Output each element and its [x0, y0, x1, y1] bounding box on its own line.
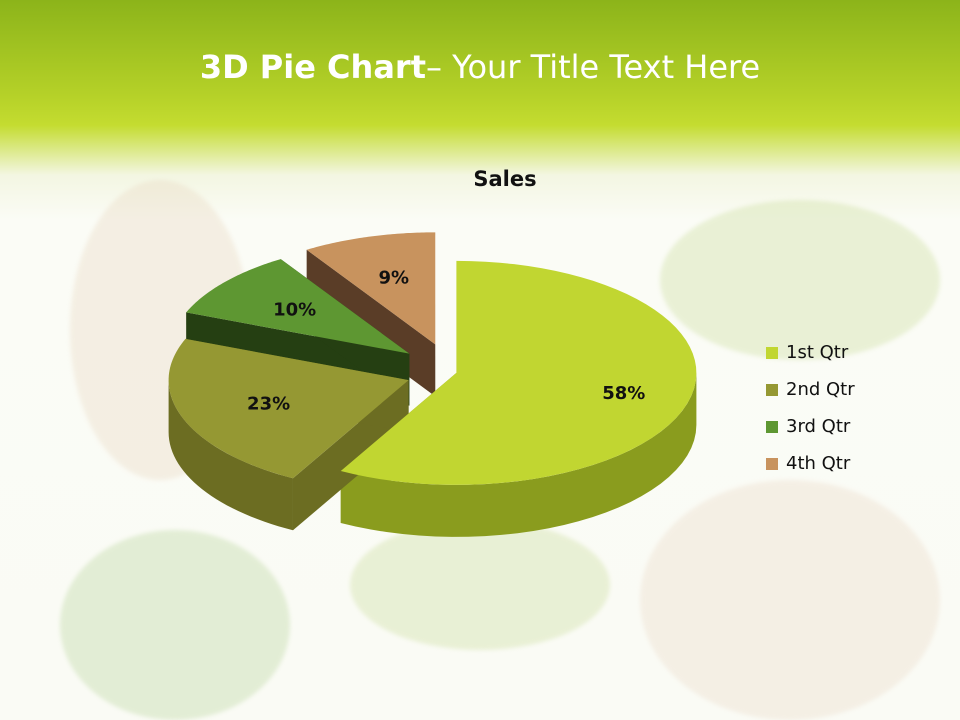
legend-swatch [766, 383, 778, 396]
legend-item: 2nd Qtr [766, 371, 855, 408]
data-label: 58% [602, 383, 645, 404]
legend-label: 1st Qtr [786, 342, 849, 363]
legend-label: 2nd Qtr [786, 379, 855, 400]
slice-outer-wall [168, 380, 293, 531]
legend-item: 1st Qtr [766, 334, 855, 371]
legend-swatch [766, 420, 778, 433]
pie-slice-1st-qtr [340, 260, 697, 485]
legend-item: 4th Qtr [766, 445, 855, 482]
data-label: 10% [273, 299, 316, 320]
slide-title: 3D Pie Chart– Your Title Text Here [199, 48, 761, 86]
legend-label: 4th Qtr [786, 453, 851, 474]
pistachio-decoration [350, 520, 610, 650]
legend: 1st Qtr 2nd Qtr 3rd Qtr 4th Qtr [766, 334, 855, 482]
data-label: 9% [378, 268, 409, 289]
pie-slice-2nd-qtr [168, 338, 409, 479]
legend-swatch [766, 457, 778, 470]
pie-slice-3rd-qtr [186, 259, 410, 354]
legend-item: 3rd Qtr [766, 408, 855, 445]
pistachio-decoration [640, 480, 940, 720]
legend-label: 3rd Qtr [786, 416, 851, 437]
legend-swatch [766, 346, 778, 359]
slice-outer-wall [340, 372, 697, 537]
pistachio-decoration [660, 200, 940, 360]
chart-title: Sales [473, 167, 537, 191]
leaf-decoration [60, 530, 290, 720]
data-label: 23% [247, 394, 290, 415]
pie-slice-4th-qtr [306, 232, 436, 345]
